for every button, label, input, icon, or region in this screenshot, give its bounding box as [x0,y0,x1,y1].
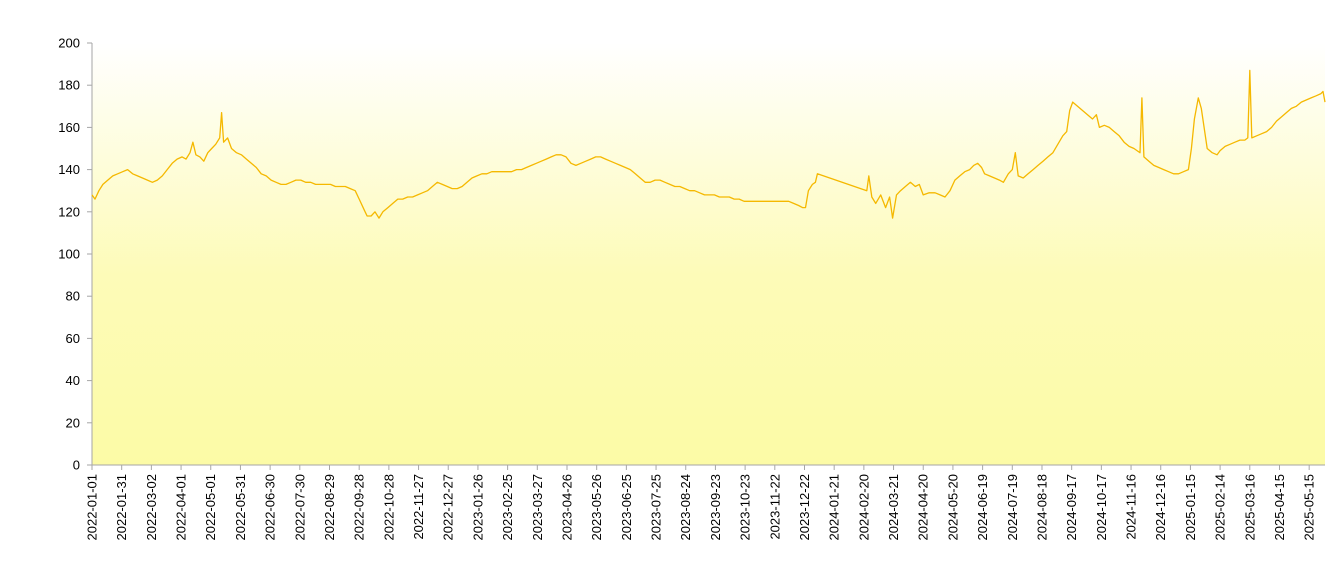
x-tick-label: 2024-06-19 [975,474,990,541]
x-tick-label: 2023-03-27 [530,474,545,541]
x-tick-label: 2022-11-27 [411,474,426,540]
x-tick-label: 2023-12-22 [797,474,812,541]
x-tick-label: 2025-03-16 [1242,474,1257,541]
x-tick-label: 2023-09-23 [708,474,723,541]
x-tick-label: 2023-02-25 [500,474,515,541]
x-tick-label: 2025-04-15 [1272,474,1287,541]
x-tick-label: 2022-01-01 [85,474,100,541]
y-tick-label: 120 [58,204,80,219]
series-layer [91,69,1326,219]
x-tick-label: 2022-07-30 [292,474,307,541]
x-tick-label: 2024-11-16 [1124,474,1139,540]
x-tick-label: 2022-12-27 [441,474,456,541]
x-tick-label: 2023-01-26 [470,474,485,541]
x-tick-label: 2024-12-16 [1153,474,1168,541]
y-tick-label: 20 [66,415,80,430]
y-tick-label: 100 [58,247,80,262]
x-tick-label: 2023-08-24 [678,474,693,541]
x-tick-label: 2022-09-28 [352,474,367,541]
x-tick-label: 2024-03-21 [886,474,901,541]
y-tick-label: 200 [58,36,80,51]
x-tick-label: 2022-05-01 [203,474,218,541]
x-tick-label: 2023-07-25 [649,474,664,541]
y-tick-label: 60 [66,331,80,346]
y-tick-label: 160 [58,120,80,135]
x-tick-label: 2023-06-25 [619,474,634,541]
x-tick-label: 2023-10-23 [738,474,753,541]
plot-area [92,43,1325,465]
y-tick-label: 180 [58,78,80,93]
x-tick-label: 2024-01-21 [827,474,842,541]
x-tick-label: 2024-07-19 [1005,474,1020,541]
x-tick-label: 2022-08-29 [322,474,337,541]
x-tick-label: 2022-06-30 [263,474,278,541]
x-tick-label: 2024-04-20 [916,474,931,541]
series-line [91,69,1326,219]
x-tick-label: 2022-05-31 [233,474,248,541]
x-tick-label: 2025-02-14 [1213,474,1228,541]
y-tick-label: 0 [73,458,80,473]
x-tick-label: 2025-01-15 [1183,474,1198,541]
y-tick-label: 80 [66,289,80,304]
y-axis: 0 20 40 60 80 100 120 140 160 180 200 [58,36,93,473]
x-tick-label: 2024-05-20 [945,474,960,541]
x-tick-label: 2023-04-26 [559,474,574,541]
y-tick-label: 40 [66,373,80,388]
y-tick-label: 140 [58,162,80,177]
x-tick-label: 2022-10-28 [381,474,396,541]
x-axis: 2022-01-01 2022-01-31 2022-03-02 2022-04-01… [85,464,1325,541]
x-tick-label: 2023-05-26 [589,474,604,541]
x-tick-label: 2024-08-18 [1034,474,1049,541]
x-tick-label: 2024-02-20 [856,474,871,541]
x-tick-label: 2022-01-31 [114,474,129,541]
x-tick-label: 2023-11-22 [767,474,782,540]
x-tick-label: 2022-03-02 [144,474,159,541]
x-tick-label: 2024-09-17 [1064,474,1079,541]
x-tick-label: 2024-10-17 [1094,474,1109,541]
x-tick-label: 2022-04-01 [174,474,189,541]
x-tick-label: 2025-05-15 [1302,474,1317,541]
